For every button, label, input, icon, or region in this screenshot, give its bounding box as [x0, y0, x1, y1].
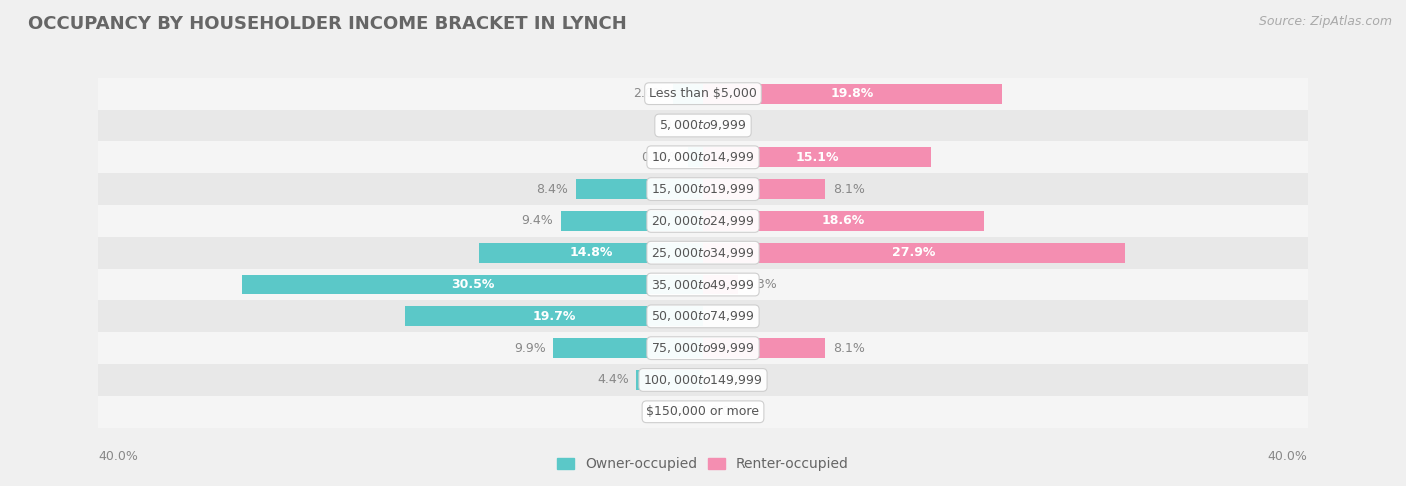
Text: 0.0%: 0.0% [710, 405, 742, 418]
Bar [703, 211, 984, 231]
Bar [479, 243, 703, 262]
Bar [554, 338, 703, 358]
Text: $25,000 to $34,999: $25,000 to $34,999 [651, 246, 755, 260]
Bar [98, 78, 1308, 109]
Text: 2.3%: 2.3% [745, 278, 778, 291]
Text: 40.0%: 40.0% [98, 451, 138, 463]
Text: 14.8%: 14.8% [569, 246, 613, 259]
Bar [703, 275, 738, 295]
Bar [405, 307, 703, 326]
Text: 4.4%: 4.4% [598, 373, 628, 386]
Text: 0.99%: 0.99% [641, 151, 681, 164]
Text: $10,000 to $14,999: $10,000 to $14,999 [651, 150, 755, 164]
Bar [242, 275, 703, 295]
Text: 27.9%: 27.9% [893, 246, 935, 259]
Bar [576, 179, 703, 199]
Text: Source: ZipAtlas.com: Source: ZipAtlas.com [1258, 15, 1392, 28]
Text: 8.1%: 8.1% [832, 183, 865, 195]
Bar [703, 338, 825, 358]
Bar [637, 370, 703, 390]
Text: 0.0%: 0.0% [664, 119, 696, 132]
Text: 9.4%: 9.4% [522, 214, 554, 227]
Text: $150,000 or more: $150,000 or more [647, 405, 759, 418]
Text: 40.0%: 40.0% [1268, 451, 1308, 463]
Text: 30.5%: 30.5% [451, 278, 494, 291]
Text: $50,000 to $74,999: $50,000 to $74,999 [651, 310, 755, 323]
Bar [703, 179, 825, 199]
Text: $15,000 to $19,999: $15,000 to $19,999 [651, 182, 755, 196]
Text: 0.0%: 0.0% [710, 310, 742, 323]
Bar [98, 141, 1308, 173]
Bar [703, 147, 931, 167]
Text: 18.6%: 18.6% [823, 214, 865, 227]
Bar [98, 205, 1308, 237]
Text: 15.1%: 15.1% [796, 151, 839, 164]
Text: 0.0%: 0.0% [710, 119, 742, 132]
Bar [672, 84, 703, 104]
Bar [98, 237, 1308, 269]
Text: $35,000 to $49,999: $35,000 to $49,999 [651, 278, 755, 292]
Bar [703, 243, 1125, 262]
Bar [98, 109, 1308, 141]
Text: $75,000 to $99,999: $75,000 to $99,999 [651, 341, 755, 355]
Bar [98, 364, 1308, 396]
Bar [98, 332, 1308, 364]
Bar [688, 147, 703, 167]
Bar [98, 173, 1308, 205]
Text: $20,000 to $24,999: $20,000 to $24,999 [651, 214, 755, 228]
Bar [98, 269, 1308, 300]
Text: 0.0%: 0.0% [664, 405, 696, 418]
Text: 8.4%: 8.4% [537, 183, 568, 195]
Text: 8.1%: 8.1% [832, 342, 865, 355]
Bar [98, 300, 1308, 332]
Text: Less than $5,000: Less than $5,000 [650, 87, 756, 100]
Text: 2.0%: 2.0% [633, 87, 665, 100]
Text: 19.7%: 19.7% [533, 310, 576, 323]
Text: 9.9%: 9.9% [515, 342, 546, 355]
Text: 0.0%: 0.0% [710, 373, 742, 386]
Bar [98, 396, 1308, 428]
Bar [561, 211, 703, 231]
Text: $100,000 to $149,999: $100,000 to $149,999 [644, 373, 762, 387]
Text: OCCUPANCY BY HOUSEHOLDER INCOME BRACKET IN LYNCH: OCCUPANCY BY HOUSEHOLDER INCOME BRACKET … [28, 15, 627, 33]
Text: $5,000 to $9,999: $5,000 to $9,999 [659, 119, 747, 133]
Legend: Owner-occupied, Renter-occupied: Owner-occupied, Renter-occupied [551, 451, 855, 477]
Text: 19.8%: 19.8% [831, 87, 875, 100]
Bar [703, 84, 1002, 104]
